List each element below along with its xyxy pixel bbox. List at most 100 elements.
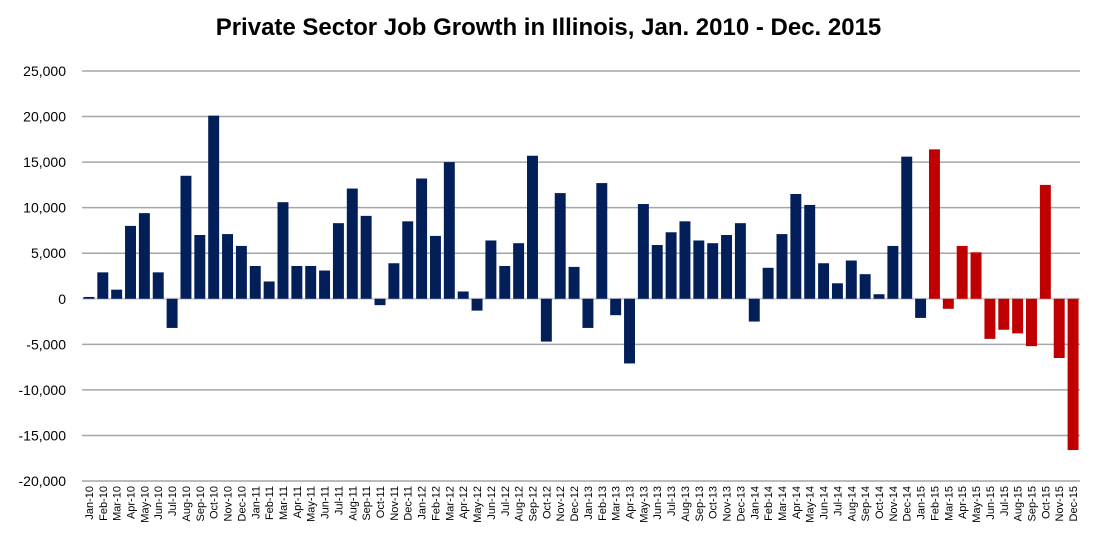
y-tick-label: 0 xyxy=(58,291,66,307)
x-tick-label: Oct-11 xyxy=(375,486,387,518)
bar-May-10 xyxy=(138,213,150,299)
x-tick-label: Nov-14 xyxy=(888,486,900,521)
bar-Jan-11 xyxy=(249,265,261,299)
bar-Aug-10 xyxy=(180,175,192,299)
bar-Jun-12 xyxy=(485,240,497,299)
x-tick-label: Aug-14 xyxy=(846,486,858,521)
x-tick-label: Aug-13 xyxy=(680,486,692,521)
x-tick-label: Nov-10 xyxy=(223,486,235,521)
x-tick-label: Jan-15 xyxy=(916,486,928,520)
x-tick-label: Apr-14 xyxy=(791,486,803,519)
x-tick-label: Jul-15 xyxy=(999,486,1011,516)
x-tick-label: Mar-10 xyxy=(112,486,124,521)
x-tick-label: Sep-14 xyxy=(860,486,872,521)
bar-Oct-11 xyxy=(374,298,386,306)
x-tick-label: Dec-15 xyxy=(1068,486,1080,521)
bar-Oct-14 xyxy=(873,294,885,299)
x-tick-label: Dec-12 xyxy=(569,486,581,521)
x-tick-label: Dec-11 xyxy=(403,486,415,521)
x-tick-label: Nov-11 xyxy=(389,486,401,521)
bar-Aug-11 xyxy=(346,188,358,299)
y-tick-label: 15,000 xyxy=(23,154,66,170)
bar-Mar-10 xyxy=(111,289,123,299)
x-tick-label: Aug-11 xyxy=(347,486,359,521)
bar-Apr-10 xyxy=(125,225,136,299)
bar-Aug-12 xyxy=(513,243,525,299)
bar-Sep-13 xyxy=(693,240,705,299)
x-tick-label: Jan-10 xyxy=(84,486,96,520)
x-tick-label: Jun-15 xyxy=(985,486,997,520)
bar-Jun-14 xyxy=(818,263,830,299)
bar-Dec-11 xyxy=(402,221,414,299)
bar-Jun-11 xyxy=(319,270,331,299)
y-tick-label: 20,000 xyxy=(23,109,66,125)
bar-Nov-12 xyxy=(554,193,566,299)
bar-Feb-13 xyxy=(596,183,608,299)
bar-Dec-14 xyxy=(901,156,913,299)
x-tick-label: Jun-13 xyxy=(652,486,664,520)
bar-Jun-15 xyxy=(984,298,996,339)
x-tick-label: Sep-11 xyxy=(361,486,373,521)
y-tick-label: 25,000 xyxy=(23,63,66,79)
bar-Nov-13 xyxy=(721,235,733,299)
bar-Jul-13 xyxy=(665,232,677,299)
y-tick-label: -10,000 xyxy=(19,382,67,398)
bar-May-12 xyxy=(471,298,483,311)
y-tick-label: -15,000 xyxy=(19,427,67,443)
bar-Aug-14 xyxy=(845,260,857,299)
bar-May-15 xyxy=(970,252,982,299)
bar-Sep-10 xyxy=(194,235,206,299)
bar-Mar-12 xyxy=(443,162,455,299)
x-tick-label: May-11 xyxy=(306,486,318,522)
bar-Feb-12 xyxy=(429,235,441,299)
x-tick-label: Sep-15 xyxy=(1026,486,1038,521)
x-tick-label: Oct-15 xyxy=(1040,486,1052,519)
x-tick-label: Apr-13 xyxy=(625,486,637,519)
x-tick-label: May-12 xyxy=(472,486,484,523)
bar-Sep-12 xyxy=(527,155,538,299)
x-tick-label: Nov-12 xyxy=(555,486,567,521)
bar-Apr-13 xyxy=(624,298,635,364)
x-tick-label: Jul-14 xyxy=(832,486,844,516)
y-tick-label: -5,000 xyxy=(26,336,66,352)
x-tick-label: May-13 xyxy=(638,486,650,523)
bar-Jul-14 xyxy=(831,283,843,299)
bar-Apr-14 xyxy=(790,194,802,299)
bar-Feb-11 xyxy=(263,281,275,299)
x-tick-label: Oct-14 xyxy=(874,486,886,519)
bar-May-11 xyxy=(305,265,317,299)
bar-Nov-15 xyxy=(1053,298,1065,358)
bar-Nov-10 xyxy=(222,234,234,299)
x-tick-label: Mar-13 xyxy=(611,486,623,521)
bar-Jul-10 xyxy=(166,298,178,328)
x-tick-label: Feb-15 xyxy=(929,486,941,521)
bar-Feb-15 xyxy=(928,149,940,299)
bar-Feb-14 xyxy=(762,267,774,299)
bar-Mar-15 xyxy=(942,298,954,309)
bar-Oct-13 xyxy=(707,243,719,299)
x-tick-label: Dec-10 xyxy=(236,486,248,521)
x-tick-label: Jun-11 xyxy=(320,486,332,519)
bar-Aug-15 xyxy=(1012,298,1024,334)
x-tick-label: Sep-10 xyxy=(195,486,207,521)
x-tick-label: Jul-11 xyxy=(333,486,345,515)
bar-Oct-10 xyxy=(208,115,220,299)
x-tick-label: May-14 xyxy=(805,486,817,523)
bar-Jan-12 xyxy=(416,178,428,299)
x-tick-label: Jun-14 xyxy=(819,486,831,520)
x-tick-label: Apr-11 xyxy=(292,486,304,518)
bar-Mar-13 xyxy=(610,298,622,316)
x-tick-label: May-10 xyxy=(139,486,151,523)
bar-Apr-11 xyxy=(291,265,303,299)
bar-Jul-11 xyxy=(332,223,344,299)
bar-Dec-13 xyxy=(734,223,746,299)
x-tick-label: Dec-14 xyxy=(902,486,914,521)
x-tick-label: Oct-13 xyxy=(708,486,720,519)
x-tick-label: Mar-11 xyxy=(278,486,290,520)
bar-Jun-13 xyxy=(651,245,663,299)
x-tick-label: Aug-10 xyxy=(181,486,193,521)
bar-May-14 xyxy=(804,204,816,299)
x-tick-label: Apr-10 xyxy=(126,486,138,519)
bar-Sep-11 xyxy=(360,215,372,299)
